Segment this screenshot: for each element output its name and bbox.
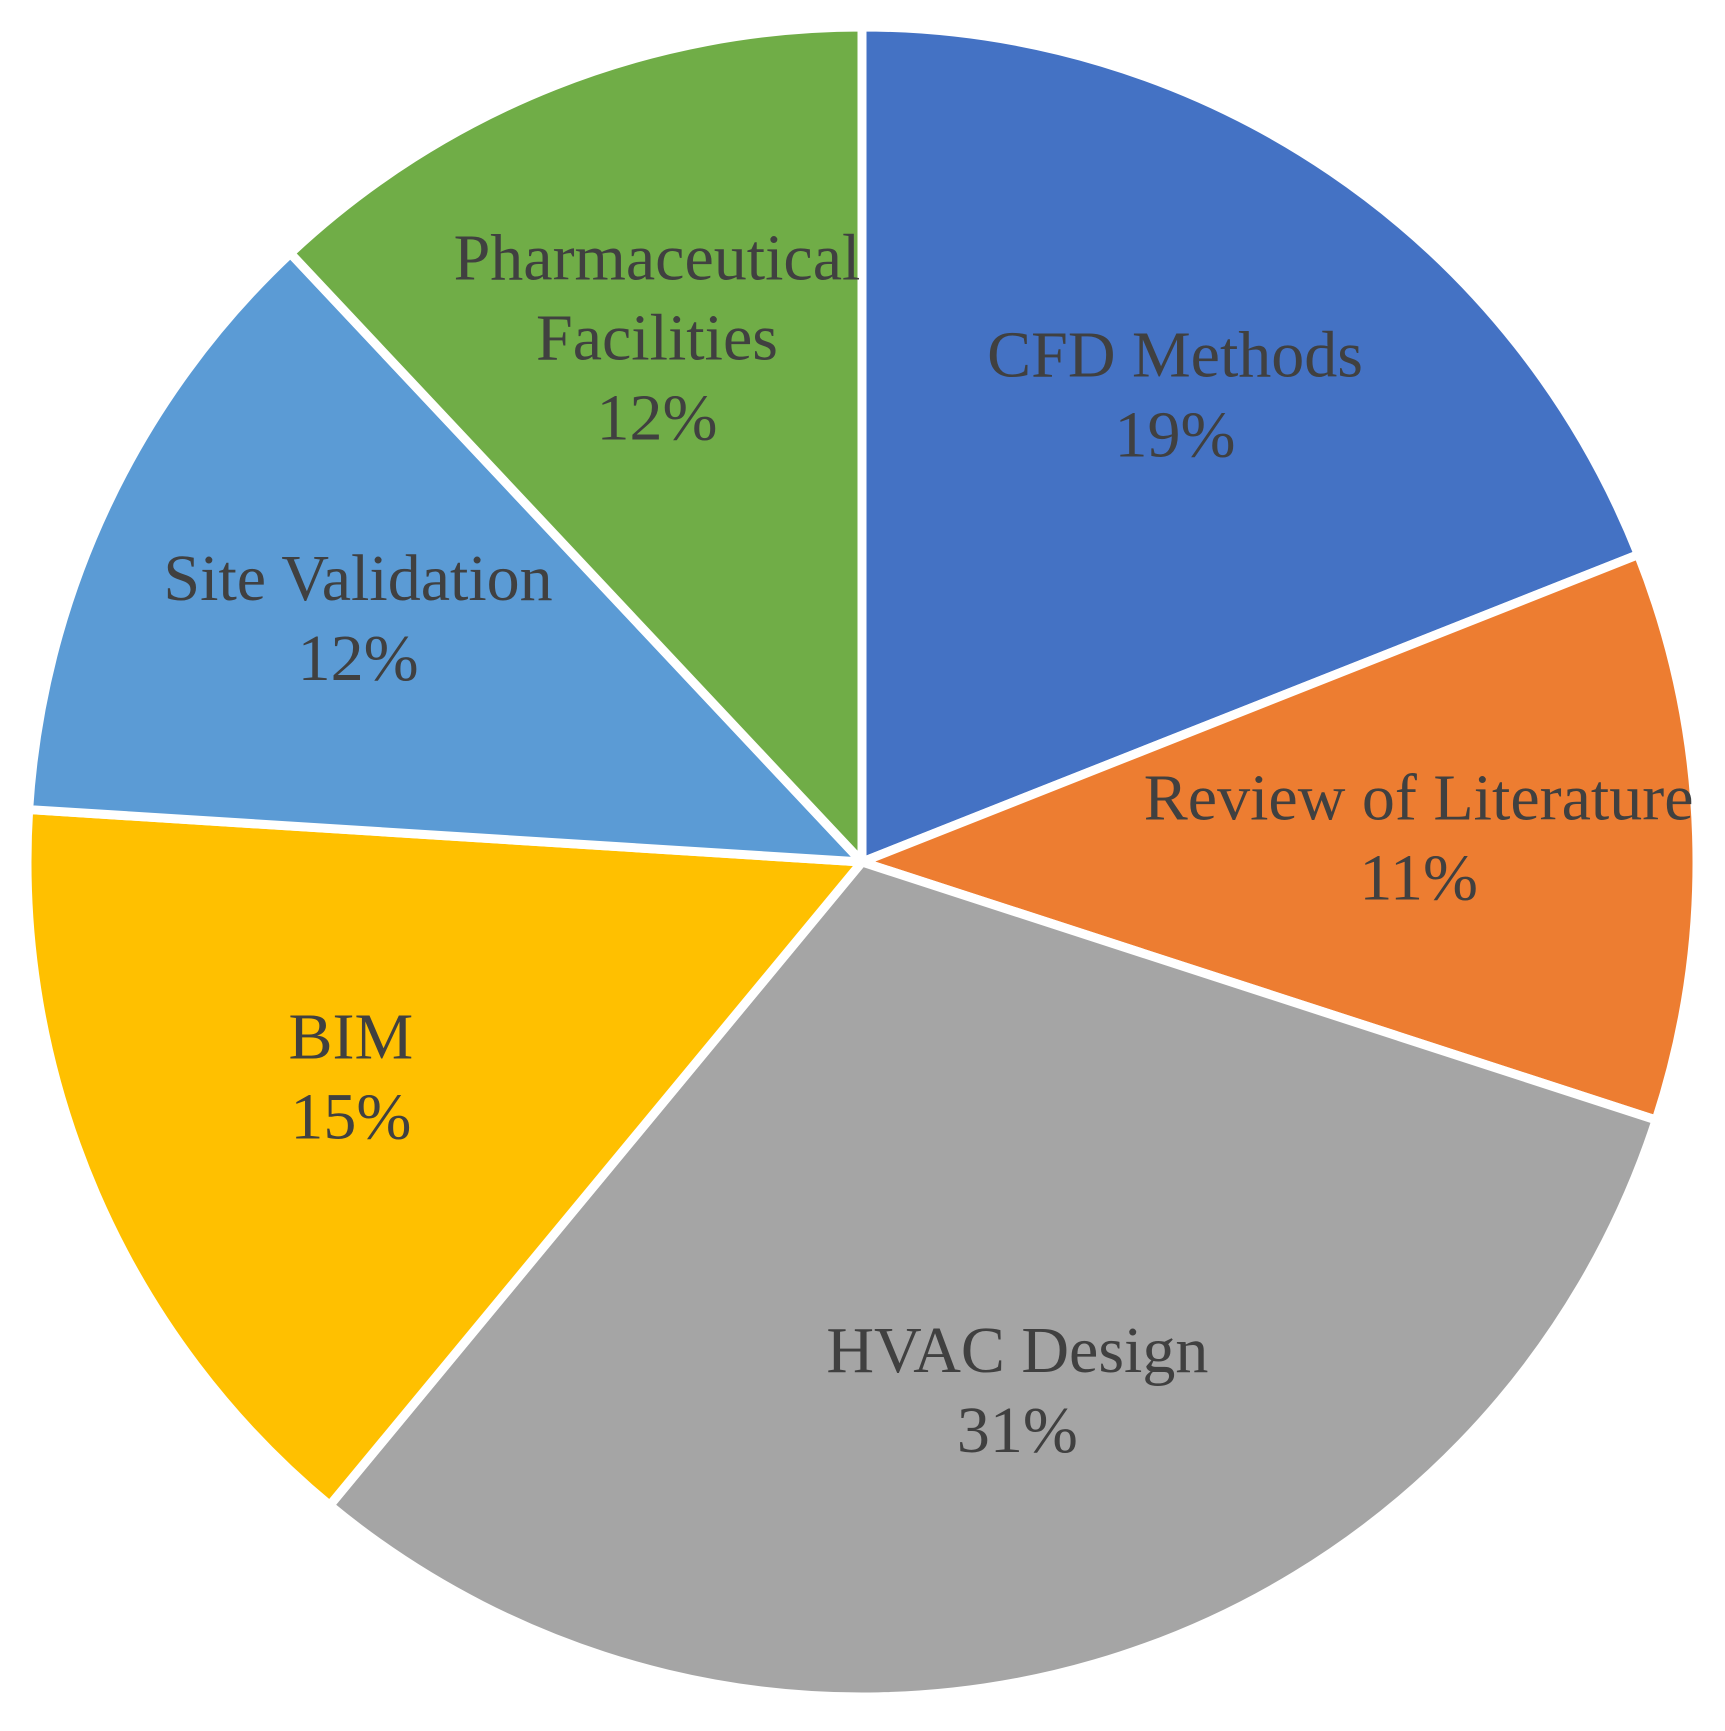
pie-slice-cfd-methods bbox=[857, 22, 1643, 867]
slice-value-hvac-design: 31% bbox=[957, 1394, 1078, 1467]
pie-slice-pharmaceutical-facilities bbox=[285, 22, 867, 867]
pie-slice-review-of-literature bbox=[857, 550, 1702, 1125]
slice-value-review-of-literature: 11% bbox=[1359, 842, 1478, 915]
slice-value-bim: 15% bbox=[290, 1080, 411, 1153]
slice-label-review-of-literature-line-1: Review of Literature bbox=[1144, 762, 1694, 835]
slice-value-site-validation: 12% bbox=[298, 622, 419, 695]
pie-slice-hvac-design bbox=[325, 857, 1661, 1702]
pie-slices bbox=[22, 22, 1702, 1702]
slice-label-bim-line-1: BIM bbox=[289, 1000, 414, 1073]
slice-label-cfd-methods-line-1: CFD Methods bbox=[987, 319, 1363, 392]
slice-label-pharmaceutical-facilities-line-2: Facilities bbox=[536, 301, 778, 374]
pie-slice-bim bbox=[22, 805, 867, 1510]
slice-value-cfd-methods: 19% bbox=[1115, 399, 1236, 472]
pie-slice-site-validation bbox=[24, 248, 867, 867]
slice-value-pharmaceutical-facilities: 12% bbox=[596, 381, 717, 454]
slice-label-hvac-design-line-1: HVAC Design bbox=[826, 1314, 1208, 1387]
slice-label-pharmaceutical-facilities-line-1: Pharmaceutical bbox=[454, 221, 861, 294]
slice-label-site-validation-line-1: Site Validation bbox=[163, 542, 552, 615]
